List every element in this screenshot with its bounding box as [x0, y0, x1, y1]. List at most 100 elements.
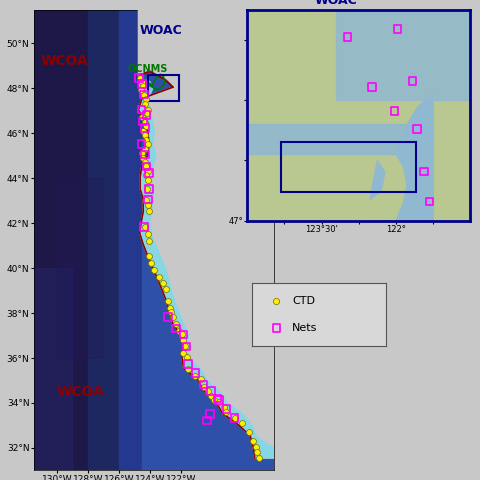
- Polygon shape: [247, 124, 433, 155]
- Point: [140, 223, 148, 231]
- Point: [231, 414, 239, 422]
- Point: [159, 279, 167, 287]
- Bar: [148, 75, 179, 101]
- Point: [137, 86, 145, 94]
- Point: [408, 77, 416, 84]
- Point: [155, 273, 163, 280]
- Point: [175, 327, 183, 335]
- Point: [211, 396, 218, 404]
- Point: [138, 80, 146, 88]
- Point: [180, 336, 187, 343]
- Point: [138, 149, 145, 157]
- Polygon shape: [138, 10, 274, 458]
- Point: [143, 111, 150, 119]
- Point: [172, 320, 180, 328]
- Point: [164, 298, 172, 305]
- Point: [137, 74, 144, 82]
- Point: [145, 169, 153, 177]
- Point: [181, 343, 189, 350]
- Point: [178, 331, 186, 338]
- Point: [141, 100, 149, 108]
- Point: [207, 387, 215, 395]
- Point: [192, 372, 199, 379]
- Point: [215, 396, 223, 404]
- Polygon shape: [142, 10, 274, 470]
- Text: WOAC: WOAC: [139, 24, 182, 37]
- Point: [139, 127, 147, 134]
- Point: [145, 208, 153, 216]
- Point: [135, 74, 143, 82]
- Point: [141, 158, 149, 166]
- Polygon shape: [34, 268, 72, 470]
- Point: [215, 398, 223, 406]
- Point: [141, 131, 149, 139]
- Polygon shape: [34, 10, 88, 470]
- Point: [144, 230, 152, 238]
- Point: [231, 414, 239, 422]
- Point: [143, 108, 151, 116]
- Point: [344, 33, 351, 41]
- Point: [200, 381, 207, 388]
- Point: [138, 113, 145, 121]
- Point: [139, 154, 147, 161]
- Polygon shape: [119, 10, 142, 470]
- Point: [144, 106, 152, 113]
- Point: [203, 417, 211, 424]
- Point: [138, 106, 145, 113]
- Point: [252, 443, 260, 451]
- Text: WCOA: WCOA: [41, 54, 88, 68]
- Point: [207, 392, 215, 400]
- Point: [204, 387, 212, 395]
- Point: [394, 25, 401, 33]
- Polygon shape: [138, 77, 274, 458]
- Text: OCNMS: OCNMS: [128, 64, 168, 74]
- Point: [143, 122, 150, 130]
- Point: [391, 107, 398, 115]
- Point: [214, 395, 221, 402]
- Point: [368, 83, 376, 91]
- Point: [249, 437, 257, 444]
- Point: [183, 353, 191, 361]
- Point: [144, 201, 152, 208]
- Text: WCOA: WCOA: [56, 385, 104, 399]
- Point: [223, 408, 230, 415]
- Point: [143, 196, 150, 204]
- Point: [141, 118, 149, 125]
- Point: [272, 297, 280, 304]
- Bar: [281, 143, 416, 192]
- Point: [180, 331, 187, 338]
- Point: [143, 95, 150, 103]
- Polygon shape: [57, 178, 103, 358]
- Point: [141, 151, 149, 158]
- Text: WOAC: WOAC: [314, 0, 357, 7]
- Point: [238, 419, 246, 427]
- Point: [139, 118, 147, 125]
- Point: [145, 185, 153, 193]
- Point: [139, 82, 147, 90]
- Point: [141, 124, 149, 132]
- Point: [141, 144, 149, 152]
- Point: [200, 383, 207, 391]
- Point: [180, 349, 187, 357]
- Point: [420, 168, 428, 175]
- Point: [220, 403, 228, 411]
- Point: [192, 370, 199, 377]
- Point: [140, 91, 148, 98]
- Point: [143, 163, 150, 170]
- Point: [172, 324, 180, 332]
- Point: [206, 410, 214, 418]
- Point: [183, 343, 191, 350]
- Point: [272, 324, 280, 332]
- Point: [145, 252, 153, 260]
- Point: [143, 136, 150, 144]
- Point: [144, 176, 152, 184]
- Point: [141, 223, 149, 231]
- Polygon shape: [381, 94, 433, 221]
- Point: [169, 313, 177, 321]
- Polygon shape: [336, 10, 470, 100]
- Point: [166, 304, 173, 312]
- Point: [144, 196, 152, 204]
- Point: [150, 266, 158, 274]
- Point: [426, 198, 433, 205]
- Point: [163, 286, 170, 293]
